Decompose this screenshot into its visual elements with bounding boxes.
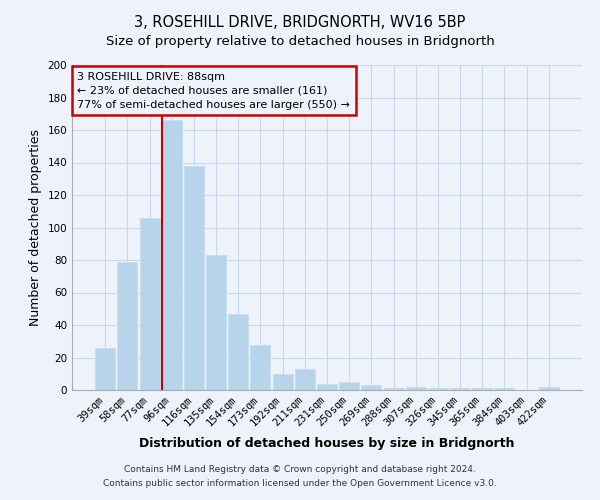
Bar — [406, 387, 426, 390]
Text: Size of property relative to detached houses in Bridgnorth: Size of property relative to detached ho… — [106, 35, 494, 48]
Text: Contains HM Land Registry data © Crown copyright and database right 2024.
Contai: Contains HM Land Registry data © Crown c… — [103, 466, 497, 487]
Bar — [95, 348, 115, 390]
Bar — [228, 314, 248, 390]
Bar — [428, 388, 448, 390]
Bar — [162, 120, 182, 390]
Text: 3, ROSEHILL DRIVE, BRIDGNORTH, WV16 5BP: 3, ROSEHILL DRIVE, BRIDGNORTH, WV16 5BP — [134, 15, 466, 30]
Bar — [361, 385, 382, 390]
Bar — [140, 218, 160, 390]
Text: 3 ROSEHILL DRIVE: 88sqm
← 23% of detached houses are smaller (161)
77% of semi-d: 3 ROSEHILL DRIVE: 88sqm ← 23% of detache… — [77, 72, 350, 110]
Bar — [472, 388, 492, 390]
Bar — [383, 388, 404, 390]
Bar — [272, 374, 293, 390]
Bar — [118, 262, 137, 390]
Bar — [295, 369, 315, 390]
Bar — [184, 166, 204, 390]
Bar — [317, 384, 337, 390]
Y-axis label: Number of detached properties: Number of detached properties — [29, 129, 42, 326]
Bar — [206, 255, 226, 390]
Bar — [539, 387, 559, 390]
Bar — [339, 382, 359, 390]
Bar — [494, 388, 514, 390]
Bar — [450, 388, 470, 390]
Bar — [250, 344, 271, 390]
X-axis label: Distribution of detached houses by size in Bridgnorth: Distribution of detached houses by size … — [139, 437, 515, 450]
